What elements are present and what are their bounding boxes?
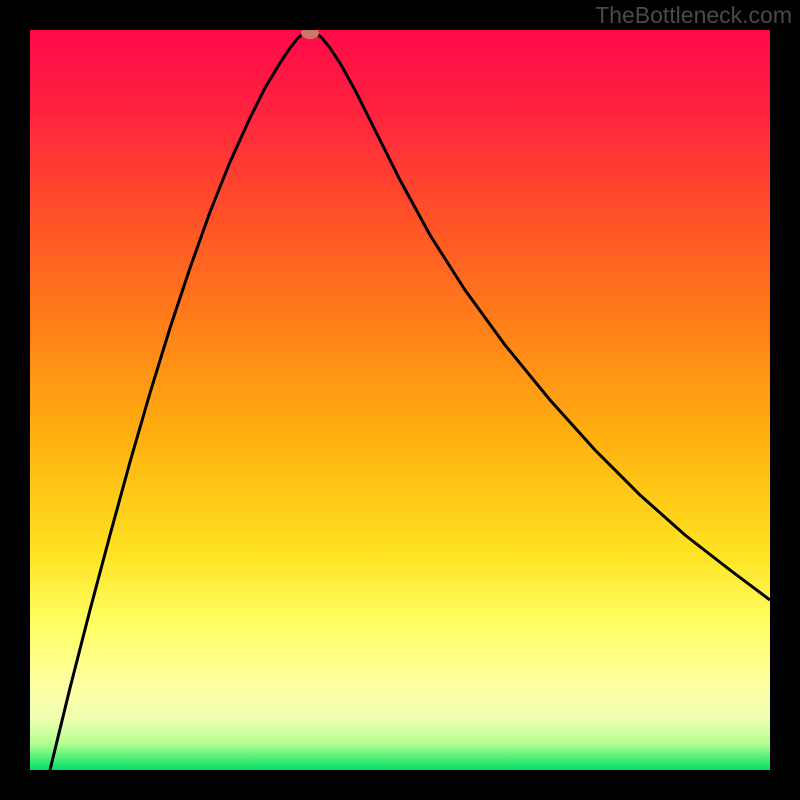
watermark-text: TheBottleneck.com (595, 2, 792, 29)
gradient-background (30, 30, 770, 770)
chart-container: TheBottleneck.com (0, 0, 800, 800)
chart-svg (30, 30, 770, 770)
plot-area (30, 30, 770, 770)
